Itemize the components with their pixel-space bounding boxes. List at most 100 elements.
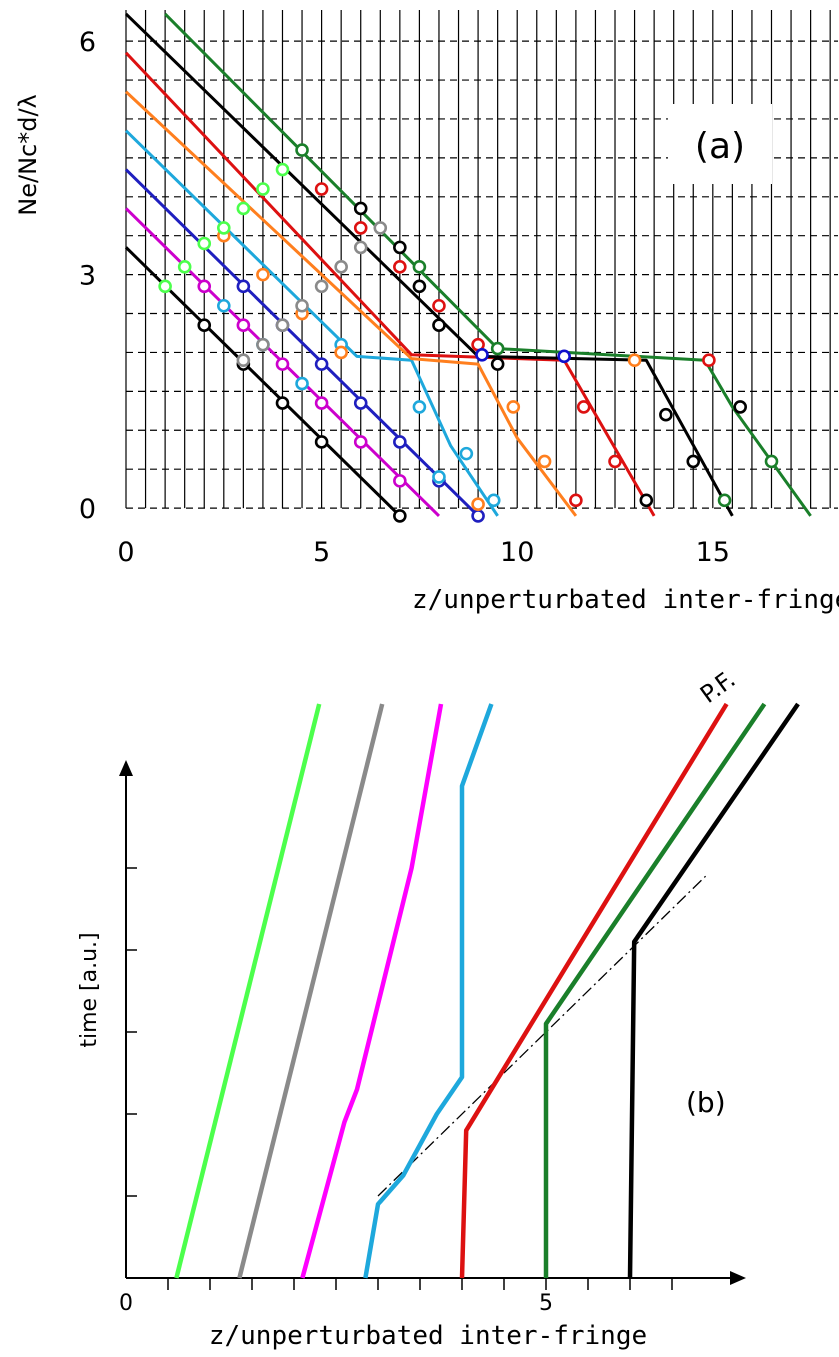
chart-b-series-line-5 [543, 702, 767, 1278]
chart-a-marker [314, 396, 329, 410]
chart-a-marker [733, 400, 747, 414]
chart-a-marker [764, 454, 779, 469]
chart-a-marker [412, 260, 427, 274]
chart-a-x-axis-label: z/unperturbated inter-fringe [412, 585, 839, 615]
chart-a-x-tick-label: 10 [500, 537, 534, 568]
chart-a-y-tick-label: 3 [79, 261, 96, 292]
chart-a-marker [686, 454, 701, 469]
chart-a-marker [576, 400, 591, 414]
chart-a-grid [125, 10, 838, 509]
chart-a-marker [353, 201, 368, 216]
chart-a-marker [236, 279, 251, 294]
chart-a-tick-labels: 0 5 10 15 0 3 6 [79, 27, 730, 568]
chart-a-marker [314, 357, 329, 371]
chart-a-marker [393, 509, 407, 523]
chart-b-series-line-2 [300, 703, 444, 1279]
chart-panel-a: 0 5 10 15 0 3 6 (a) z/unperturbated inter-frin… [14, 10, 839, 615]
chart-a-marker [314, 182, 329, 196]
chart-a-series [124, 12, 812, 517]
chart-a-marker [256, 267, 270, 282]
chart-a-marker [295, 298, 309, 313]
chart-b-series-line-3 [363, 703, 494, 1279]
chart-a-marker [639, 493, 654, 508]
chart-a-marker [275, 318, 290, 333]
chart-b-x-tick-label: 0 [119, 1291, 133, 1316]
chart-a-marker [506, 400, 521, 414]
chart-a-marker [717, 493, 732, 508]
chart-a-marker [393, 435, 407, 449]
chart-a-marker [486, 493, 501, 508]
chart-b-y-axis-label: time [a.u.] [77, 932, 102, 1047]
chart-a-marker [158, 279, 172, 294]
chart-a-marker [459, 446, 474, 461]
chart-a-marker [295, 376, 309, 391]
chart-a-marker [393, 260, 407, 274]
chart-a-marker [627, 353, 642, 368]
chart-a-marker [412, 400, 427, 414]
chart-a-x-tick-label: 5 [313, 537, 330, 568]
chart-b-series-line-4 [459, 702, 729, 1279]
chart-a-marker [471, 509, 485, 523]
chart-a-marker [275, 396, 290, 410]
chart-a-marker [393, 240, 407, 255]
chart-a-series-line-2 [124, 168, 480, 517]
chart-a-x-tick-label: 15 [696, 537, 730, 568]
chart-a-marker [314, 435, 329, 449]
chart-b-x-tick-label: 5 [539, 1291, 553, 1316]
chart-a-marker [334, 345, 348, 360]
panel-a-label: (a) [695, 126, 745, 167]
chart-a-marker [353, 240, 368, 255]
pf-annotation: P.F. [695, 665, 741, 709]
chart-b-series-line-0 [174, 703, 322, 1279]
chart-a-marker [412, 279, 427, 294]
chart-a-marker [275, 162, 290, 177]
chart-a-marker [569, 493, 583, 508]
chart-a-marker [490, 341, 505, 356]
chart-a-series-line-6 [124, 12, 734, 517]
chart-a-marker [295, 143, 309, 157]
chart-a-marker [475, 347, 489, 362]
chart-a-marker [353, 435, 368, 449]
chart-b-x-axis-arrow [730, 1271, 746, 1285]
chart-a-marker [659, 407, 673, 422]
chart-a-marker [702, 353, 716, 368]
chart-a-marker [197, 279, 212, 294]
propagation-front-line [377, 875, 707, 1197]
chart-a-marker [471, 497, 485, 512]
chart-a-marker [177, 260, 192, 274]
chart-a-series-line-4 [124, 90, 578, 517]
panel-a-label-box [668, 104, 772, 184]
chart-a-marker [432, 470, 446, 484]
chart-a-marker [557, 349, 571, 364]
chart-a-series-line-3 [124, 129, 499, 517]
chart-a-marker [314, 279, 329, 294]
chart-a-y-tick-label: 0 [79, 494, 96, 525]
chart-a-marker [608, 454, 622, 469]
chart-a-marker [353, 396, 368, 410]
chart-a-marker [432, 318, 446, 333]
chart-b-series-line-6 [627, 702, 800, 1279]
chart-b-x-axis-label: z/unperturbated inter-fringe [209, 1321, 647, 1351]
chart-a-marker [256, 337, 270, 352]
chart-b-y-axis-arrow [119, 760, 133, 776]
chart-b-series-line-1 [237, 703, 385, 1279]
chart-a-marker [432, 298, 446, 313]
chart-a-marker [236, 353, 251, 368]
chart-b-axes [119, 760, 746, 1290]
chart-a-marker [490, 357, 505, 371]
chart-a-marker [236, 318, 251, 333]
chart-a-marker [334, 260, 348, 274]
chart-a-y-tick-label: 6 [79, 27, 96, 58]
chart-a-marker [353, 221, 368, 235]
chart-a-y-axis-label: Ne/Nc*d/λ [14, 94, 42, 215]
chart-a-marker [217, 221, 231, 235]
chart-a-marker [217, 298, 231, 313]
chart-a-x-tick-label: 0 [117, 537, 134, 568]
panel-b-label: (b) [686, 1086, 726, 1119]
chart-a-markers [158, 143, 779, 523]
chart-a-marker [373, 221, 388, 235]
chart-a-marker [393, 474, 407, 488]
chart-b-series [174, 702, 800, 1279]
chart-a-marker [236, 201, 251, 216]
